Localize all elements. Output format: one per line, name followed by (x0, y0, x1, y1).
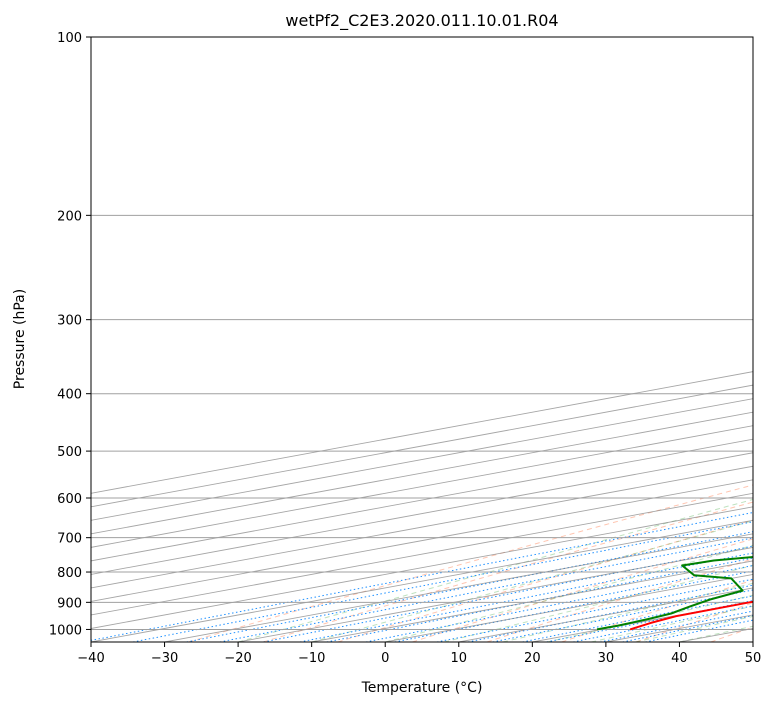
isotherm-line (752, 641, 753, 642)
x-tick-label: 30 (598, 651, 615, 666)
y-tick-label: 800 (57, 566, 82, 581)
isotherm-line (385, 573, 753, 642)
x-tick-label: −30 (151, 651, 178, 666)
dry-adiabat (337, 519, 753, 642)
y-tick-label: 100 (57, 31, 82, 46)
y-tick-label: 600 (57, 492, 82, 507)
dry-adiabat (188, 484, 753, 642)
x-tick-label: 0 (381, 651, 389, 666)
isotherm-line (311, 560, 753, 642)
x-tick-label: 20 (524, 651, 541, 666)
dewpoint-line (596, 556, 753, 631)
y-tick-label: 400 (57, 388, 82, 403)
y-tick-label: 900 (57, 596, 82, 611)
mixing-ratio-line (326, 557, 753, 642)
x-tick-label: 10 (451, 651, 468, 666)
plot-lines (596, 556, 753, 631)
moist-adiabat (385, 544, 753, 642)
moist-adiabat (311, 520, 753, 642)
isotherm-line (91, 438, 753, 562)
plot-background (91, 214, 753, 642)
dry-adiabat (262, 501, 753, 642)
isotherm-line (91, 492, 753, 616)
y-tick-label: 300 (57, 314, 82, 329)
chart-title: wetPf2_C2E3.2020.011.10.01.R04 (285, 11, 558, 31)
isotherm-line (91, 465, 753, 589)
dry-adiabat (486, 558, 753, 642)
isotherm-line (91, 519, 753, 642)
isotherm-line (91, 425, 753, 548)
mixing-ratio-line (394, 570, 753, 642)
dry-adiabat (412, 538, 753, 642)
isotherm-line (91, 452, 753, 575)
x-tick-label: −20 (224, 651, 251, 666)
y-tick-label: 500 (57, 445, 82, 460)
mixing-ratio-line (436, 578, 753, 642)
x-axis: −40 −30 −20 −10 0 10 20 30 40 50 (77, 642, 761, 666)
x-axis-label: Temperature (°C) (361, 680, 483, 696)
mixing-ratio-line (263, 545, 753, 642)
isotherm-line (605, 614, 753, 642)
y-tick-label: 700 (57, 532, 82, 547)
y-tick-label: 200 (57, 209, 82, 224)
plot-frame (90, 36, 754, 643)
isotherm-line (164, 533, 753, 642)
moist-adiabat (591, 605, 753, 642)
y-axis: 100 200 300 400 500 600 700 800 900 1000 (49, 31, 91, 638)
isotherm-line (91, 479, 753, 602)
isotherm-line (91, 506, 753, 629)
x-tick-label: −40 (77, 651, 104, 666)
isotherm-line (532, 600, 753, 642)
y-tick-label: 1000 (49, 623, 82, 638)
moist-adiabat (443, 564, 753, 642)
mixing-ratio-line (467, 584, 753, 642)
y-axis-label: Pressure (hPa) (12, 289, 28, 389)
dry-adiabat (710, 626, 753, 642)
moist-adiabat (237, 498, 753, 642)
isotherm-line (238, 546, 753, 642)
mixing-ratio-line (365, 564, 753, 642)
moist-adiabat (635, 615, 753, 642)
x-tick-label: −10 (298, 651, 325, 666)
dry-adiabat (561, 579, 753, 642)
x-tick-label: 50 (745, 651, 762, 666)
x-tick-label: 40 (671, 651, 688, 666)
